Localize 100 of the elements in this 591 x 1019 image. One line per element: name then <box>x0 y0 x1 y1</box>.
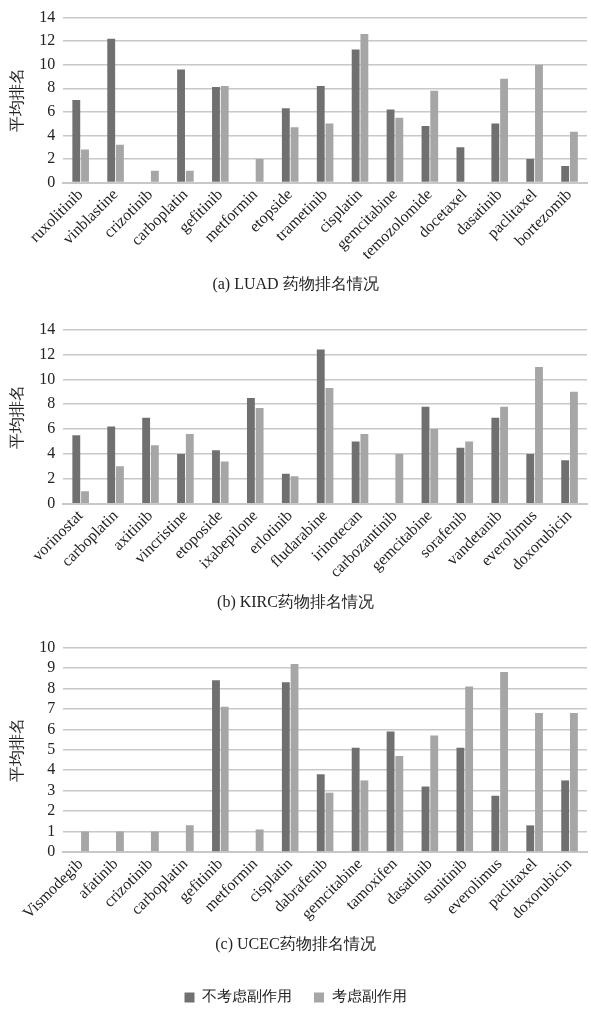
bar <box>212 450 220 503</box>
y-tick-label: 0 <box>47 172 56 190</box>
bar <box>465 441 474 503</box>
y-tick-label: 6 <box>47 419 56 437</box>
bar <box>281 108 290 182</box>
bar <box>491 795 500 852</box>
legend-label: 不考虑副作用 <box>202 988 292 1005</box>
bar <box>535 712 543 852</box>
bar <box>150 445 159 503</box>
bar <box>177 453 185 503</box>
bar <box>535 366 543 503</box>
bar <box>116 466 124 503</box>
bar <box>81 149 89 182</box>
bar <box>177 69 185 182</box>
text: (c) UCEC药物排名情况 <box>215 934 376 953</box>
y-tick-label: 9 <box>47 658 56 676</box>
bar <box>290 476 299 503</box>
y-tick-label: 0 <box>47 493 56 511</box>
bar <box>255 407 264 503</box>
y-tick-label: 3 <box>47 780 56 798</box>
bar <box>500 406 508 503</box>
bar <box>500 78 508 182</box>
y-tick-label: 8 <box>47 678 56 696</box>
bar <box>386 109 395 182</box>
bar <box>351 747 360 852</box>
y-tick-label: 8 <box>47 78 56 96</box>
bar <box>351 441 360 503</box>
bar <box>72 100 81 182</box>
bar <box>81 491 89 503</box>
bar <box>150 170 159 182</box>
bar <box>290 127 299 182</box>
bar <box>185 825 194 852</box>
bar <box>316 349 325 503</box>
bar <box>255 829 264 852</box>
bar <box>430 90 439 182</box>
bar <box>430 735 439 852</box>
bar <box>500 672 508 852</box>
y-tick-label: 12 <box>39 31 56 49</box>
bar <box>491 417 500 503</box>
y-tick-label: 2 <box>47 468 56 486</box>
bar <box>220 706 229 852</box>
bar <box>185 170 194 182</box>
bar <box>526 158 535 182</box>
y-tick-label: 10 <box>39 637 56 655</box>
y-tick-label: 2 <box>47 801 56 819</box>
y-tick-label: 8 <box>47 394 56 412</box>
bar <box>395 755 404 852</box>
bar <box>456 747 465 852</box>
bar <box>316 85 325 182</box>
bar <box>456 147 465 182</box>
bar <box>561 780 570 852</box>
legend-label: 考虑副作用 <box>331 988 407 1005</box>
bar <box>386 731 395 852</box>
y-tick-label: 10 <box>39 54 56 72</box>
y-tick-label: 7 <box>47 699 56 717</box>
bar <box>526 453 535 503</box>
bar <box>561 460 570 503</box>
bar <box>116 144 124 182</box>
y-tick-label: 1 <box>47 821 56 839</box>
bar <box>465 686 474 852</box>
y-axis-title: 平均排名 <box>7 68 25 133</box>
y-tick-label: 0 <box>47 842 56 860</box>
y-tick-label: 6 <box>47 102 56 120</box>
bar <box>220 461 229 503</box>
bar <box>72 435 81 503</box>
bar <box>360 780 369 852</box>
bar <box>526 825 535 852</box>
bar <box>185 434 194 503</box>
bar <box>107 426 116 503</box>
y-tick-label: 14 <box>39 7 56 25</box>
y-axis-title: 平均排名 <box>7 717 25 782</box>
text: (a) LUAD 药物排名情况 <box>212 274 379 293</box>
y-tick-label: 6 <box>47 719 56 737</box>
y-tick-label: 14 <box>39 319 56 337</box>
bar <box>212 680 220 852</box>
bar <box>107 38 116 182</box>
y-tick-label: 4 <box>47 760 56 778</box>
bar <box>281 473 290 503</box>
y-axis-title: 平均排名 <box>7 384 25 449</box>
bar <box>150 831 159 852</box>
bar <box>116 831 124 852</box>
y-tick-label: 12 <box>39 344 56 362</box>
bar <box>281 682 290 852</box>
bar <box>535 64 543 182</box>
bar <box>395 453 404 503</box>
bar <box>456 447 465 503</box>
y-tick-label: 5 <box>47 739 56 757</box>
y-tick-label: 4 <box>47 125 56 143</box>
y-tick-label: 4 <box>47 444 56 462</box>
bar <box>316 774 325 852</box>
bar <box>395 117 404 182</box>
bar <box>569 131 578 182</box>
bar <box>246 397 255 503</box>
bar <box>220 85 229 182</box>
bar <box>351 49 360 182</box>
y-tick-label: 10 <box>39 369 56 387</box>
bar <box>569 712 578 852</box>
bar <box>430 429 439 503</box>
bar <box>212 87 220 182</box>
bar <box>569 391 578 503</box>
